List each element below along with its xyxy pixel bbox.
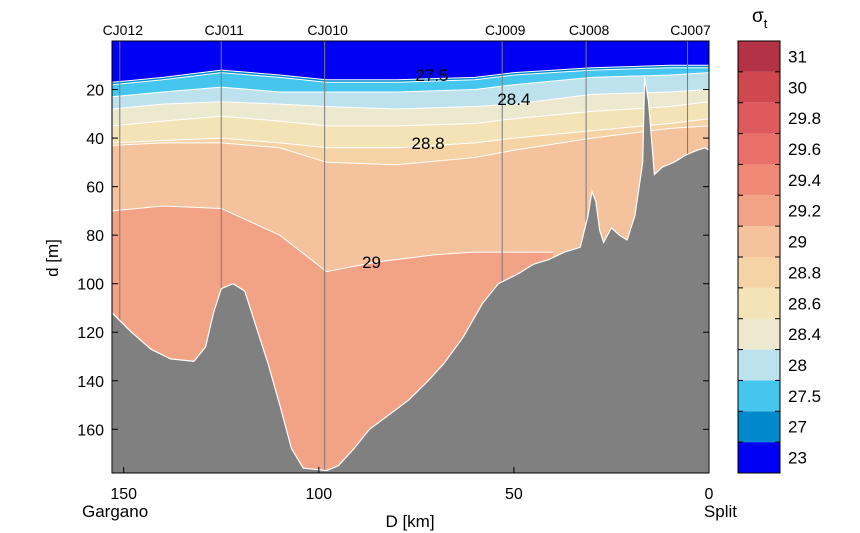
contour-line-27 xyxy=(112,64,709,83)
contour-line-28-6 xyxy=(112,101,709,127)
x-tick-label-50: 50 xyxy=(505,486,523,503)
colorbar-swatch-28-8 xyxy=(738,257,780,288)
contour-label-29: 29 xyxy=(362,253,381,272)
colorbar-swatch-23 xyxy=(738,442,780,473)
colorbar-frame xyxy=(737,40,781,474)
colorbar-swatch-28 xyxy=(738,349,780,381)
y-tick-label-40: 40 xyxy=(86,131,104,148)
colorbar-label-29: 29 xyxy=(788,233,807,252)
colorbar-swatch-29-4 xyxy=(738,164,780,196)
station-label-cj009: CJ009 xyxy=(485,22,526,38)
axes: D [km] d [m] Gargano Split 20 40 60 80 100 12… xyxy=(43,22,737,531)
colorbar: σt 23 27 27.5 28 28.4 28.6 28.8 29 29.2 29.4 29.6 2… xyxy=(737,6,821,474)
colorbar-swatch-29-2 xyxy=(738,195,780,227)
contour-line-29-2 xyxy=(112,205,553,273)
x-tick-label-150: 150 xyxy=(110,486,137,503)
y-tick-label-80: 80 xyxy=(86,228,104,245)
contour-label-28-4: 28.4 xyxy=(497,90,530,109)
colorbar-label-28: 28 xyxy=(788,356,807,375)
y-tick-label-20: 20 xyxy=(86,83,104,100)
station-label-cj007: CJ007 xyxy=(670,22,711,38)
contour-line-28-4 xyxy=(112,89,709,110)
colorbar-swatch-29-8 xyxy=(738,102,780,134)
y-tick-label-140: 140 xyxy=(77,374,104,391)
colorbar-label-27-5: 27.5 xyxy=(788,387,821,406)
x-axis-label: D [km] xyxy=(385,512,434,531)
colorbar-label-29-2: 29.2 xyxy=(788,202,821,221)
contour-line-28-8 xyxy=(112,118,709,149)
colorbar-label-29-4: 29.4 xyxy=(788,171,821,190)
contour-label-28-8: 28.8 xyxy=(412,134,445,153)
colorbar-label-28-4: 28.4 xyxy=(788,325,821,344)
colorbar-swatch-27 xyxy=(738,411,780,443)
colorbar-swatch-27-5 xyxy=(738,380,780,412)
colorbar-swatch-31 xyxy=(738,41,780,72)
plot-content: 27.5 28.4 28.8 29 xyxy=(112,41,709,473)
colorbar-swatch-28-4 xyxy=(738,318,780,350)
station-label-cj008: CJ008 xyxy=(569,22,610,38)
colorbar-label-23: 23 xyxy=(788,449,807,468)
endpoint-label-split: Split xyxy=(704,502,737,521)
contour-label-27-5: 27.5 xyxy=(415,66,448,85)
colorbar-label-27: 27 xyxy=(788,418,807,437)
colorbar-swatch-29 xyxy=(738,226,780,257)
x-tick-label-0: 0 xyxy=(705,486,714,503)
contour-line-29 xyxy=(112,125,709,166)
station-label-cj012: CJ012 xyxy=(103,22,144,38)
contour-line-28 xyxy=(112,72,709,98)
y-axis-label: d [m] xyxy=(43,239,62,277)
colorbar-title: σt xyxy=(752,6,768,31)
colorbar-swatch-28-6 xyxy=(738,287,780,319)
y-tick-label-100: 100 xyxy=(77,277,104,294)
y-tick-label-120: 120 xyxy=(77,325,104,342)
colorbar-swatch-30 xyxy=(738,71,780,103)
colorbar-label-30: 30 xyxy=(788,78,807,97)
station-label-cj011: CJ011 xyxy=(205,22,245,38)
colorbar-label-29-6: 29.6 xyxy=(788,140,821,159)
plot-area: 27.5 28.4 28.8 29 xyxy=(112,41,709,473)
bathymetry-area xyxy=(112,77,709,473)
endpoint-label-gargano: Gargano xyxy=(82,502,148,521)
station-label-cj010: CJ010 xyxy=(307,22,348,38)
colorbar-swatch-29-6 xyxy=(738,133,780,165)
colorbar-label-28-6: 28.6 xyxy=(788,294,821,313)
y-tick-label-60: 60 xyxy=(86,180,104,197)
colorbar-label-29-8: 29.8 xyxy=(788,109,821,128)
x-tick-label-100: 100 xyxy=(305,486,332,503)
y-tick-label-160: 160 xyxy=(77,422,104,439)
plot-frame xyxy=(111,40,710,474)
contour-line-27-5 xyxy=(112,67,709,86)
colorbar-label-28-8: 28.8 xyxy=(788,263,821,282)
colorbar-label-31: 31 xyxy=(788,47,807,66)
